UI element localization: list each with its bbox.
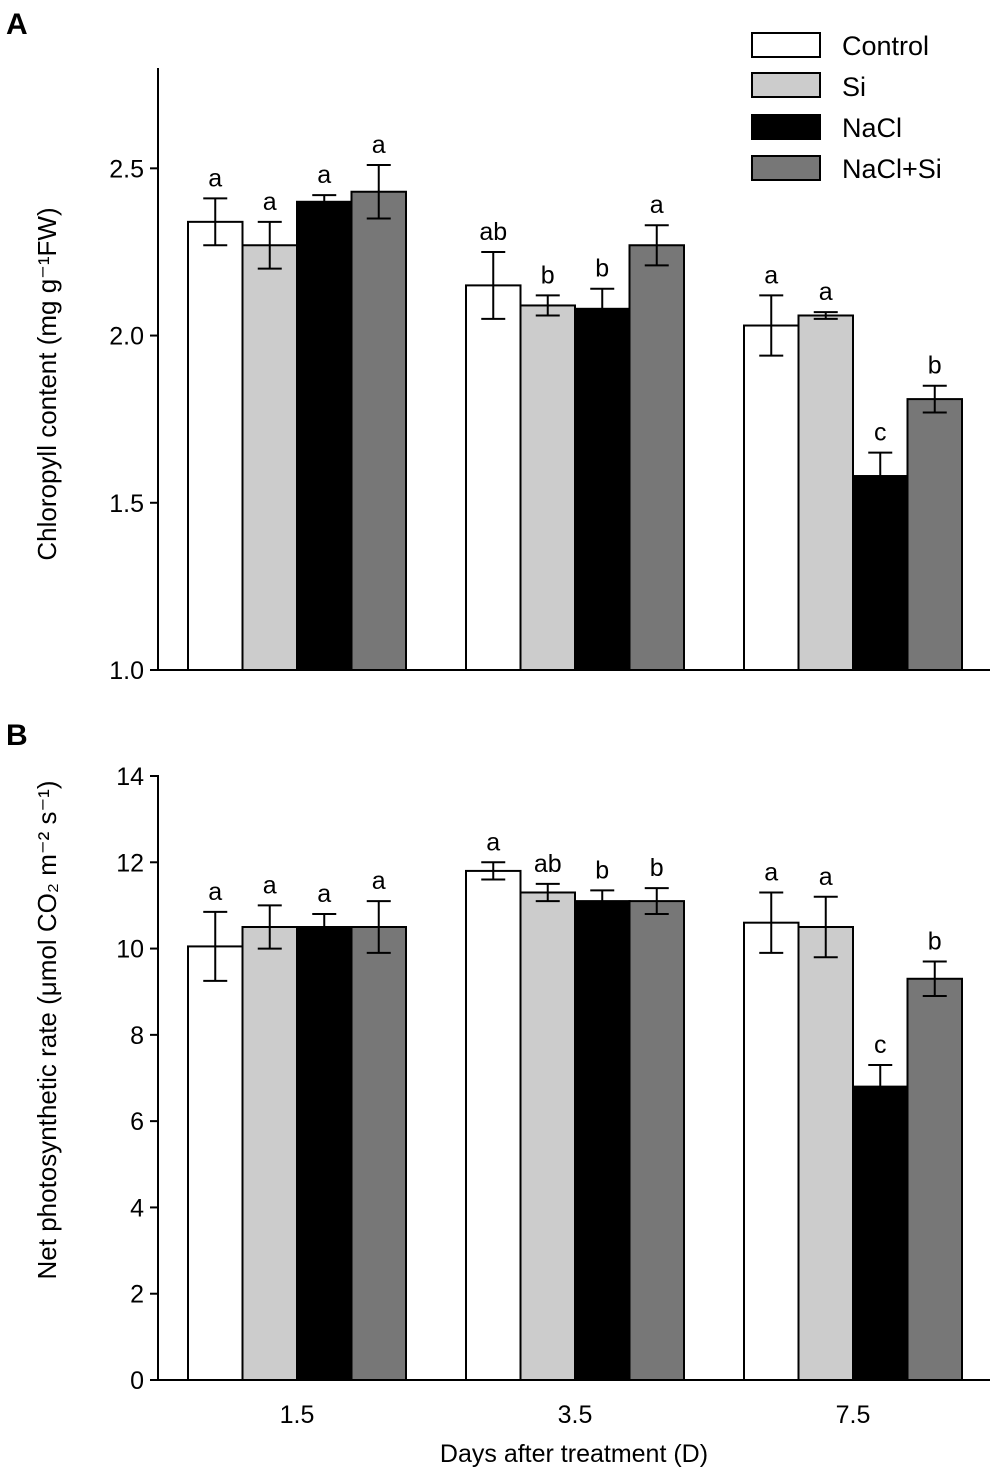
legend: Control Si NaCl NaCl+Si bbox=[751, 31, 942, 184]
panel-b-y-tick-label: 4 bbox=[130, 1194, 144, 1222]
panel-a-bars: a a a a ab b b a a a c b bbox=[187, 131, 963, 671]
panel-b-significance-letter: a bbox=[317, 880, 331, 908]
panel-a-y-tick-label: 1.5 bbox=[109, 490, 144, 518]
legend-item-si: Si bbox=[751, 72, 866, 102]
panel-a-ylabel: Chloropyll content (mg g⁻¹FW) bbox=[32, 207, 62, 560]
legend-item-nacl: NaCl bbox=[751, 113, 902, 143]
panel-a-bar-nacl-si bbox=[350, 190, 407, 671]
panel-a-significance-letter: ab bbox=[479, 218, 507, 246]
panel-a-significance-letter: a bbox=[764, 261, 778, 289]
panel-a-bar-nacl-si bbox=[906, 398, 963, 671]
panel-b-y-tick-label: 14 bbox=[116, 763, 144, 791]
panel-b-bar-control bbox=[187, 945, 244, 1382]
panel-b-significance-letter: a bbox=[372, 867, 386, 895]
panel-b-bars: a a a a a ab b b a a c b bbox=[187, 828, 963, 1382]
panel-b-significance-letter: c bbox=[874, 1031, 887, 1059]
panel-b-photosynthetic-rate: B Net photosynthetic rate (μmol CO₂ m⁻² … bbox=[6, 719, 990, 1468]
panel-b-significance-letter: b bbox=[650, 854, 664, 882]
legend-label-si: Si bbox=[842, 72, 866, 102]
panel-b-y-tick-label: 2 bbox=[130, 1281, 144, 1309]
panel-a-bar-si bbox=[797, 314, 854, 671]
panel-b-x-tick-label: 3.5 bbox=[558, 1401, 593, 1429]
panel-a-bar-si bbox=[519, 304, 576, 671]
legend-swatch-nacl bbox=[751, 114, 821, 140]
panel-b-bar-control bbox=[743, 921, 800, 1382]
legend-swatch-nacl-si bbox=[751, 155, 821, 181]
panel-a-significance-letter: b bbox=[595, 255, 609, 283]
panel-b-bar-si bbox=[519, 891, 576, 1381]
panel-a-bar-nacl bbox=[574, 307, 631, 671]
panel-a-significance-letter: a bbox=[317, 161, 331, 189]
panel-b-bar-si bbox=[797, 926, 854, 1381]
panel-b-xlabel: Days after treatment (D) bbox=[440, 1440, 708, 1468]
panel-a-y-tick-label: 2.0 bbox=[109, 323, 144, 351]
panel-b-y-tick-label: 0 bbox=[130, 1367, 144, 1395]
panel-a-y-tick-label: 2.5 bbox=[109, 155, 144, 183]
panel-b-significance-letter: a bbox=[764, 858, 778, 886]
legend-item-control: Control bbox=[751, 31, 929, 61]
panel-b-x-tick-label: 7.5 bbox=[836, 1401, 871, 1429]
panel-b-bar-si bbox=[241, 926, 298, 1381]
panel-b-significance-letter: a bbox=[819, 863, 833, 891]
panel-b-significance-letter: a bbox=[208, 878, 222, 906]
legend-label-nacl: NaCl bbox=[842, 113, 902, 143]
panel-a-bar-control bbox=[187, 220, 244, 671]
panel-b-bar-nacl bbox=[852, 1085, 909, 1381]
panel-a-significance-letter: a bbox=[819, 278, 833, 306]
panel-b-ylabel: Net photosynthetic rate (μmol CO₂ m⁻² s⁻… bbox=[32, 781, 62, 1280]
panel-a-y-tick-label: 1.0 bbox=[109, 657, 144, 685]
legend-label-nacl-si: NaCl+Si bbox=[842, 154, 942, 184]
panel-a-significance-letter: a bbox=[650, 191, 664, 219]
panel-b-y-tick-label: 10 bbox=[116, 936, 144, 964]
panel-b-bar-nacl-si bbox=[906, 977, 963, 1381]
panel-b-bar-nacl-si bbox=[350, 926, 407, 1381]
panel-a-significance-letter: a bbox=[263, 188, 277, 216]
panel-a-bar-nacl bbox=[296, 200, 353, 671]
panel-a-significance-letter: a bbox=[208, 164, 222, 192]
panel-a-significance-letter: a bbox=[372, 131, 386, 159]
panel-a-significance-letter: b bbox=[928, 352, 942, 380]
panel-b-y-tick-label: 8 bbox=[130, 1022, 144, 1050]
panel-b-bar-nacl bbox=[574, 900, 631, 1381]
panel-a-bar-si bbox=[241, 244, 298, 671]
legend-swatch-si bbox=[751, 72, 821, 98]
panel-a-bar-control bbox=[743, 324, 800, 671]
panel-b-bar-nacl-si bbox=[628, 900, 685, 1381]
panel-a-bar-control bbox=[465, 284, 522, 671]
panel-a-letter: A bbox=[6, 8, 28, 41]
panel-b-significance-letter: b bbox=[595, 856, 609, 884]
panel-b-y-tick-label: 12 bbox=[116, 849, 144, 877]
legend-label-control: Control bbox=[842, 31, 929, 61]
panel-b-significance-letter: a bbox=[263, 871, 277, 899]
panel-b-y-tick-label: 6 bbox=[130, 1108, 144, 1136]
panel-b-bar-control bbox=[465, 869, 522, 1382]
panel-b-y-ticks: 0 2 4 6 8 10 12 14 bbox=[116, 763, 158, 1395]
panel-b-significance-letter: ab bbox=[534, 850, 562, 878]
panel-b-significance-letter: b bbox=[928, 928, 942, 956]
panel-b-bar-nacl bbox=[296, 926, 353, 1381]
panel-a-bar-nacl bbox=[852, 475, 909, 671]
panel-a-significance-letter: c bbox=[874, 419, 887, 447]
panel-a-y-ticks: 1.0 1.5 2.0 2.5 bbox=[109, 155, 158, 685]
panel-b-x-ticks: 1.5 3.5 7.5 bbox=[280, 1401, 871, 1429]
legend-item-nacl-si: NaCl+Si bbox=[751, 154, 942, 184]
panel-b-x-tick-label: 1.5 bbox=[280, 1401, 315, 1429]
panel-a-bar-nacl-si bbox=[628, 244, 685, 671]
legend-swatch-control bbox=[751, 32, 821, 58]
panel-b-letter: B bbox=[6, 719, 28, 752]
panel-b-significance-letter: a bbox=[486, 828, 500, 856]
panel-a-significance-letter: b bbox=[541, 261, 555, 289]
